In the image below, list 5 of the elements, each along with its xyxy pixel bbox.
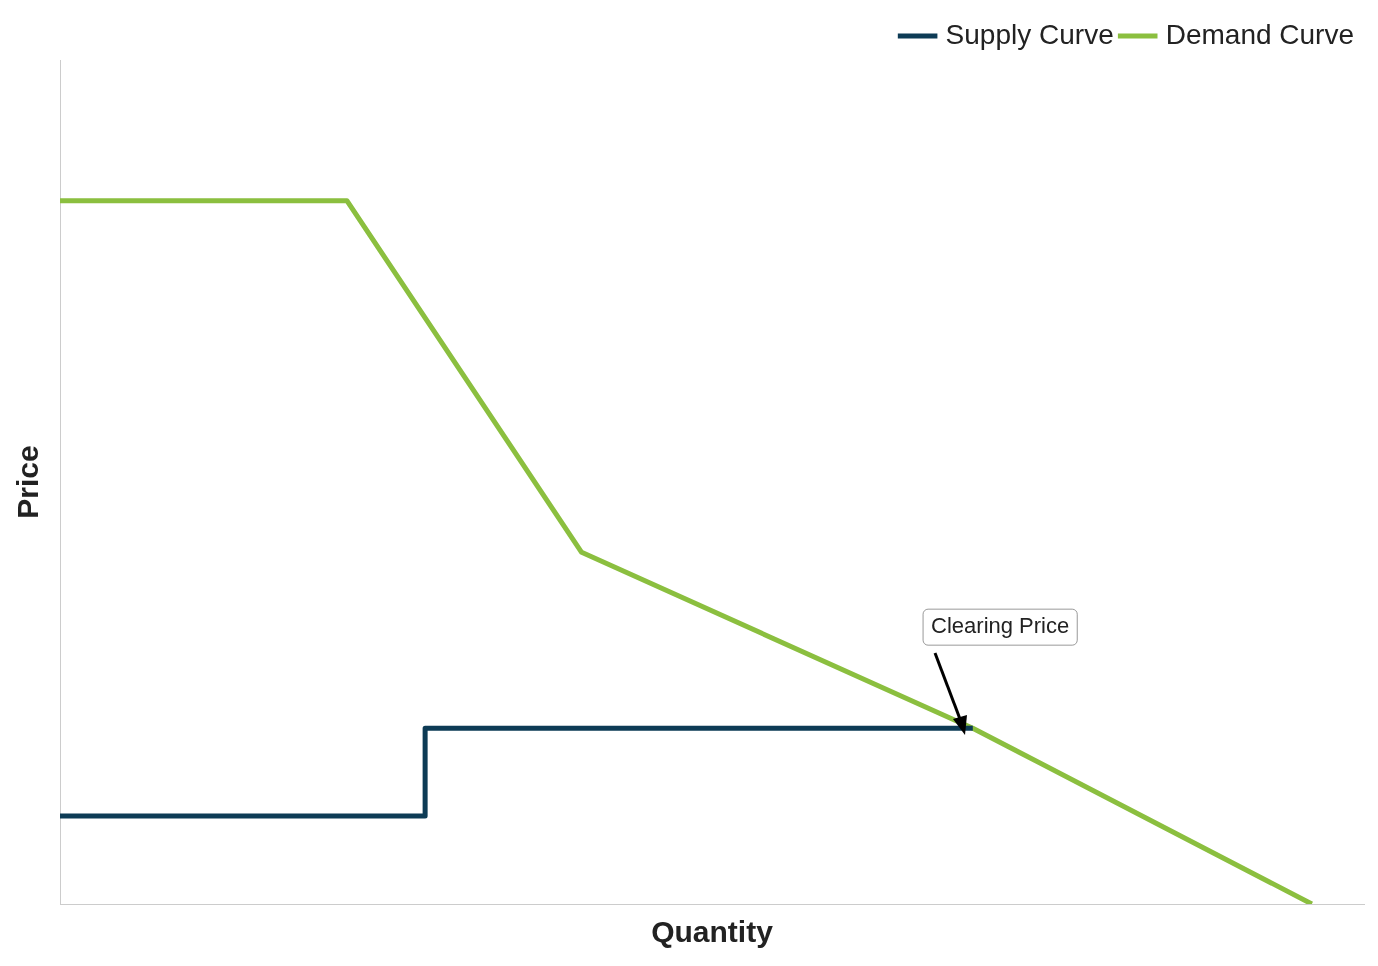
y-axis-title: Price [11,445,45,519]
legend-label: Demand Curve [1165,18,1355,50]
legend-label: Supply Curve [945,18,1114,50]
x-axis-title: Quantity [651,915,774,949]
annotation: Clearing Price [931,613,1070,639]
